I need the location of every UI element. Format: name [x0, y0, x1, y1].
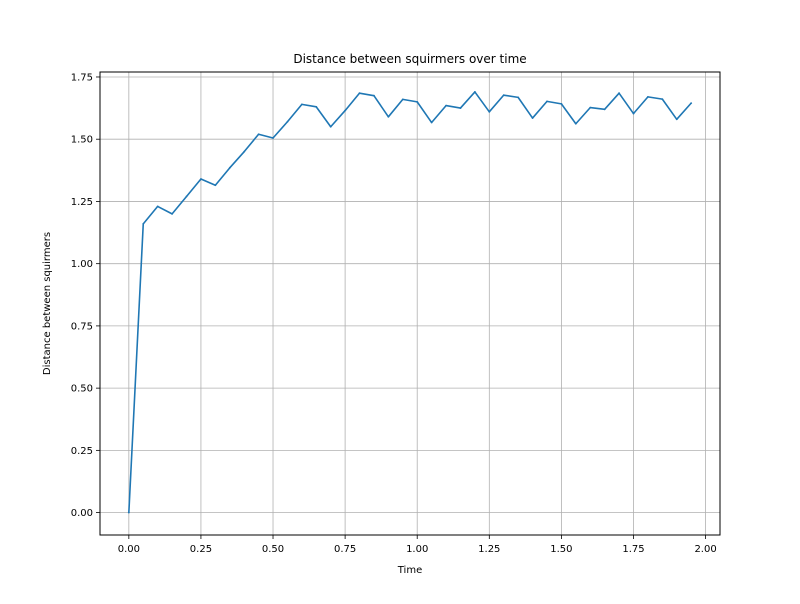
- x-tick-label: 1.75: [622, 544, 644, 555]
- x-tick-label: 0.25: [190, 544, 212, 555]
- series-layer: [127, 91, 693, 514]
- data-point: [200, 178, 202, 180]
- series-line: [128, 91, 692, 513]
- data-point: [401, 98, 404, 101]
- data-point: [661, 98, 664, 101]
- x-axis-label: Time: [397, 565, 422, 576]
- data-point: [430, 121, 433, 124]
- data-point: [459, 107, 462, 109]
- data-point: [286, 120, 289, 123]
- x-tick-label: 1.50: [550, 544, 572, 555]
- data-point: [373, 94, 375, 97]
- data-point: [214, 184, 217, 187]
- data-point: [574, 122, 577, 125]
- y-tick-label: 0.00: [71, 508, 93, 519]
- y-tick-label: 0.50: [71, 384, 93, 395]
- data-point: [618, 92, 620, 95]
- grid-lines: [100, 72, 720, 535]
- y-tick-label: 0.25: [71, 446, 93, 457]
- x-tick-label: 1.00: [406, 544, 428, 555]
- plot-frame: [99, 71, 721, 536]
- data-point: [228, 166, 231, 169]
- data-point: [185, 195, 188, 198]
- data-point: [358, 92, 361, 95]
- data-point: [690, 102, 693, 105]
- data-point: [142, 222, 145, 225]
- data-point: [603, 108, 606, 111]
- data-point: [243, 150, 246, 153]
- y-tick-label: 1.00: [71, 259, 93, 270]
- data-point: [329, 125, 332, 128]
- data-point: [531, 117, 534, 119]
- y-tick-label: 1.75: [71, 72, 93, 83]
- data-point: [272, 137, 274, 139]
- data-point: [517, 96, 520, 99]
- y-tick-label: 1.25: [71, 197, 93, 208]
- x-tick-label: 0.50: [262, 544, 284, 555]
- data-point: [675, 118, 678, 121]
- chart-title: Distance between squirmers over time: [293, 52, 526, 66]
- data-point: [416, 100, 419, 103]
- data-point: [560, 102, 563, 105]
- data-point: [300, 103, 303, 106]
- data-point: [387, 115, 390, 118]
- data-point: [546, 100, 548, 103]
- x-tick-label: 2.00: [694, 544, 716, 555]
- data-point: [171, 212, 173, 215]
- data-point: [344, 109, 347, 112]
- y-tick-label: 1.50: [71, 135, 93, 146]
- x-tick-label: 0.75: [334, 544, 356, 555]
- data-point: [156, 205, 159, 208]
- data-point: [315, 105, 318, 108]
- y-axis-label: Distance between squirmers: [42, 232, 53, 375]
- data-point: [445, 104, 447, 107]
- x-tick-label: 0.00: [118, 544, 140, 555]
- data-point: [127, 511, 130, 514]
- data-point: [502, 94, 505, 97]
- x-tick-label: 1.25: [478, 544, 500, 555]
- axis-ticks: 0.00 0.25 0.50 0.75 1.00 1.25 1.50 1.75 2.00 0.00…: [71, 72, 717, 555]
- data-point: [257, 133, 260, 136]
- data-point: [488, 110, 491, 113]
- y-tick-label: 0.75: [71, 321, 93, 332]
- data-point: [647, 95, 649, 98]
- data-point: [632, 112, 635, 115]
- data-point: [473, 91, 476, 93]
- data-point: [589, 106, 592, 109]
